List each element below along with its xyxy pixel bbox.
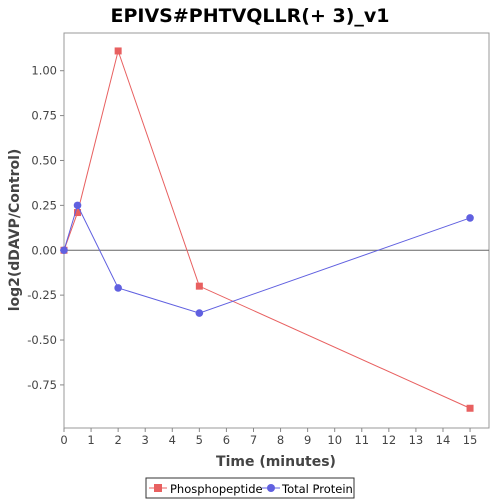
y-tick-label: 0.25 — [31, 198, 57, 212]
legend-marker-phosphopeptide — [154, 484, 162, 492]
data-point-phosphopeptide — [466, 404, 474, 412]
x-tick-label: 2 — [114, 433, 121, 447]
x-tick-label: 9 — [304, 433, 311, 447]
x-tick-label: 4 — [169, 433, 176, 447]
x-tick-label: 10 — [327, 433, 342, 447]
y-tick-label: 0.00 — [31, 243, 57, 257]
x-tick-label: 3 — [142, 433, 149, 447]
y-tick-label: 0.75 — [31, 109, 57, 123]
y-tick-label: -0.50 — [27, 333, 57, 347]
y-tick-label: -0.75 — [27, 378, 57, 392]
data-point-phosphopeptide — [195, 282, 203, 290]
legend-marker-total-protein — [267, 484, 275, 492]
x-tick-label: 5 — [196, 433, 203, 447]
y-axis-label: log2(dDAVP/Control) — [7, 149, 23, 312]
data-point-total-protein — [195, 309, 204, 317]
legend-label-total-protein: Total Protein — [281, 482, 353, 496]
x-tick-label: 0 — [60, 433, 67, 447]
x-axis: 0 1 2 3 4 5 6 7 8 9 10 11 12 13 14 15 — [60, 428, 477, 447]
x-tick-label: 14 — [436, 433, 451, 447]
data-point-total-protein — [114, 284, 122, 292]
x-tick-label: 12 — [382, 433, 397, 447]
legend: Phosphopeptide Total Protein — [145, 477, 355, 499]
y-axis: -0.75 -0.50 -0.25 0.00 0.25 0.50 0.75 1.00 — [27, 64, 64, 392]
x-tick-label: 7 — [250, 433, 257, 447]
series-layer — [60, 47, 474, 412]
x-tick-label: 6 — [223, 433, 230, 447]
x-tick-label: 11 — [354, 433, 369, 447]
y-tick-label: 1.00 — [31, 64, 57, 78]
data-point-total-protein — [73, 201, 82, 210]
data-point-phosphopeptide — [114, 47, 122, 55]
x-axis-label: Time (minutes) — [216, 454, 336, 470]
y-tick-label: 0.50 — [31, 153, 57, 167]
plot-area — [63, 32, 490, 429]
legend-label-phosphopeptide: Phosphopeptide — [170, 482, 263, 496]
chart-title: EPIVS#PHTVQLLR(+ 3)_v1 — [111, 5, 390, 27]
legend-box — [145, 477, 355, 499]
x-tick-label: 15 — [463, 433, 478, 447]
x-tick-label: 8 — [277, 433, 284, 447]
x-tick-label: 13 — [409, 433, 424, 447]
x-tick-label: 1 — [87, 433, 94, 447]
data-point-phosphopeptide — [74, 209, 82, 217]
data-point-total-protein — [466, 214, 474, 222]
y-tick-label: -0.25 — [27, 288, 57, 302]
data-point-total-protein — [60, 246, 68, 255]
